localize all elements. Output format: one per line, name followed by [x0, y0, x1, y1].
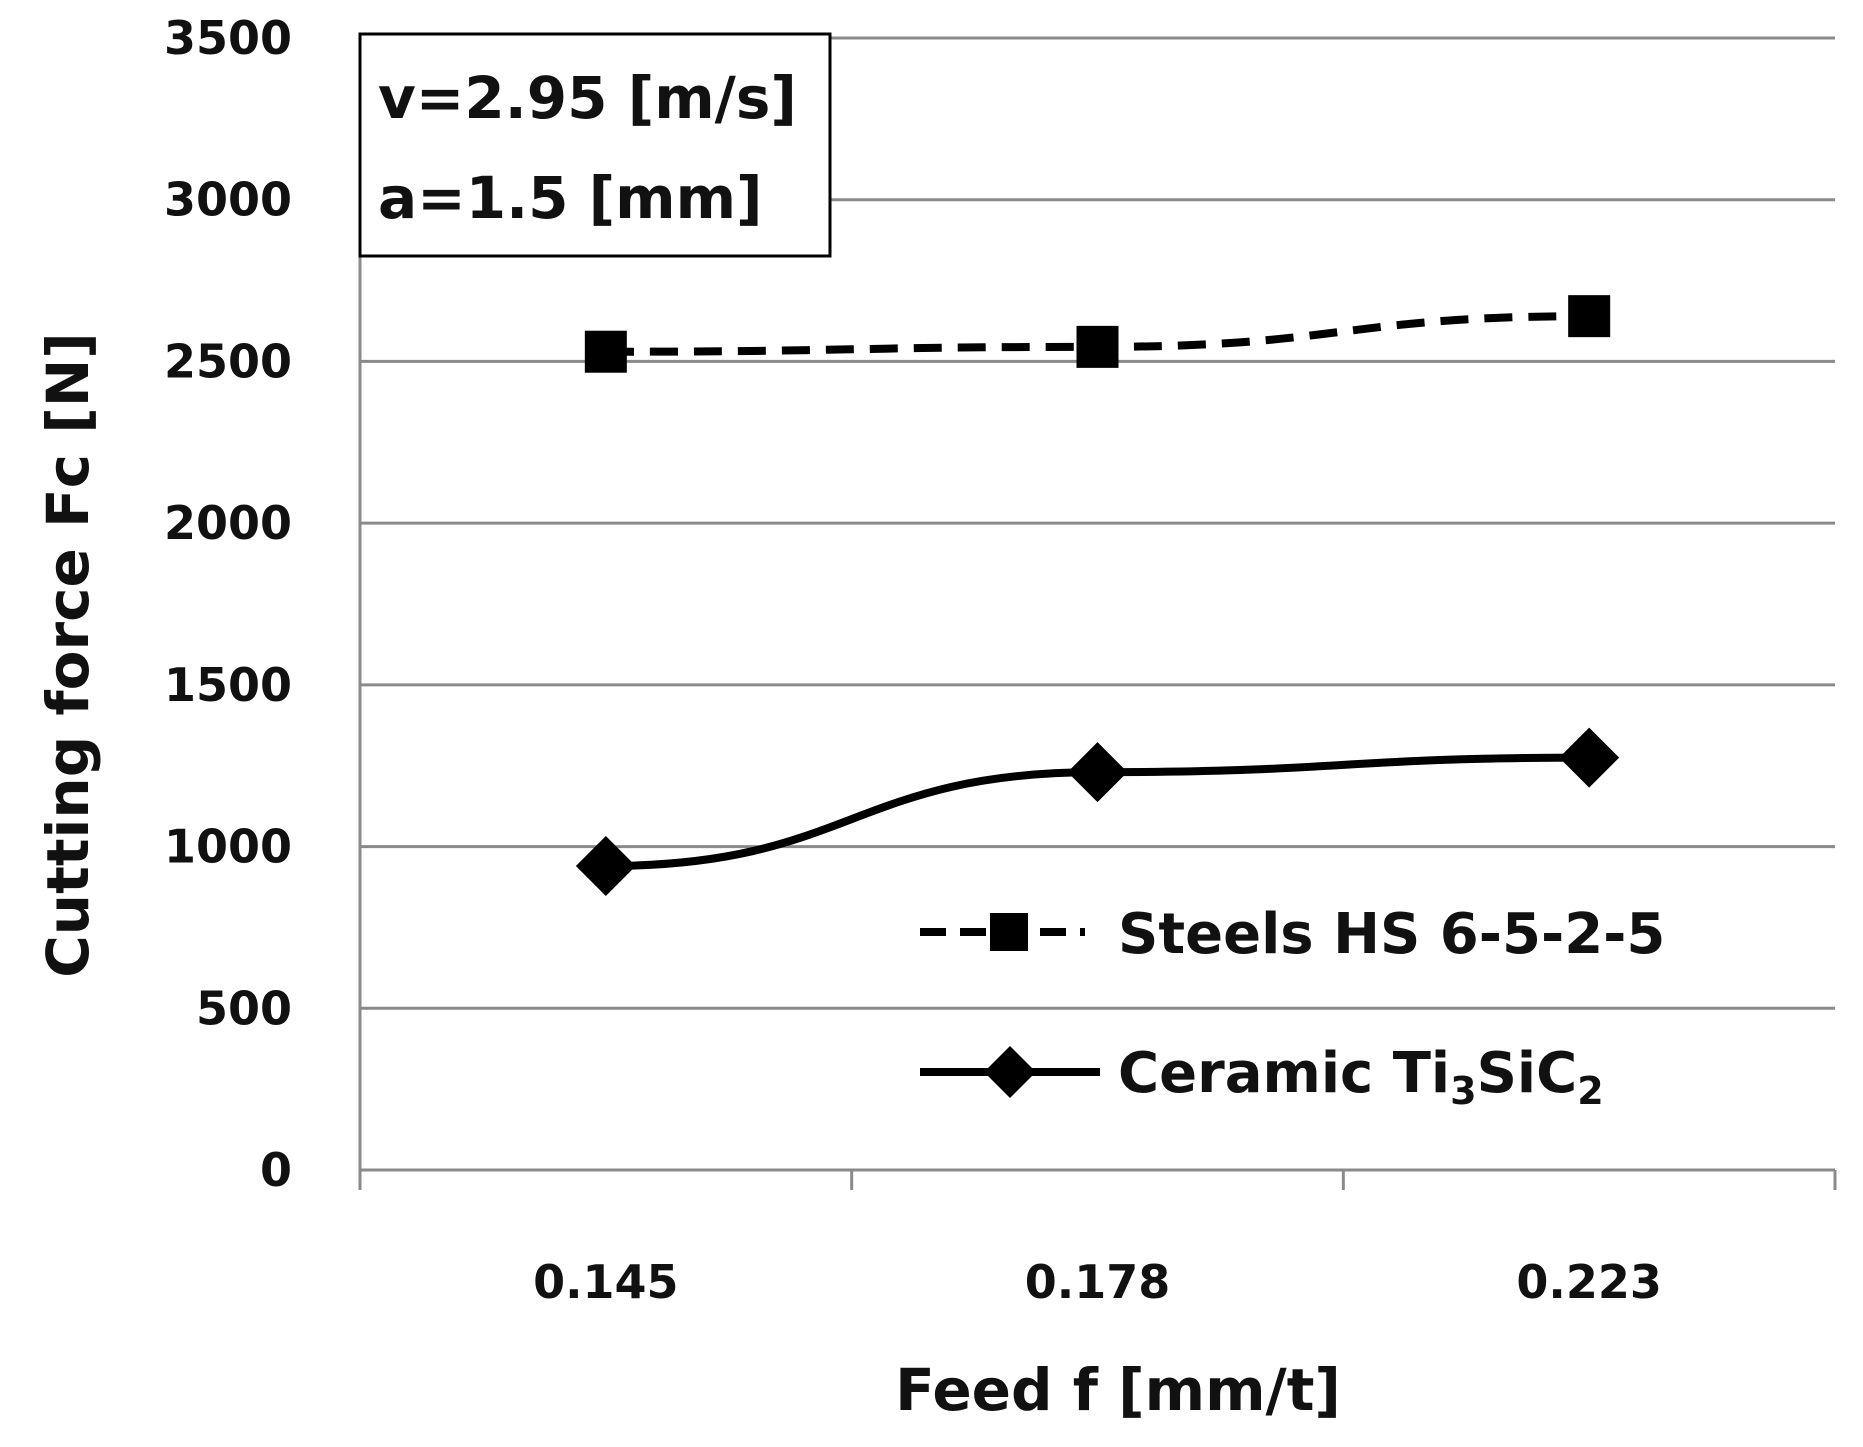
data-point-ceramic-diamond — [1559, 727, 1620, 788]
x-tick-label: 0.178 — [1025, 1255, 1171, 1309]
annotation-box: v=2.95 [m/s] a=1.5 [mm] — [358, 32, 832, 258]
y-tick-label: 2500 — [164, 334, 292, 388]
legend-marker-ceramic-diamond — [984, 1046, 1036, 1098]
x-tick-label: 0.145 — [533, 1255, 679, 1309]
annotation-line-speed: v=2.95 [m/s] — [378, 64, 797, 132]
data-point-ceramic-diamond — [575, 835, 636, 896]
legend-label-ceramic-sub2: 2 — [1577, 1069, 1603, 1113]
axis-layer: 0 500 1000 1500 2000 2500 3000 3500 0.145 0.178 0.… — [164, 11, 1837, 1309]
annotation-frame — [358, 32, 832, 258]
y-tick-label: 2000 — [164, 496, 292, 550]
y-tick-label: 0 — [260, 1143, 292, 1197]
data-point-steels-square — [1568, 295, 1611, 338]
y-axis-title: Cutting force Fc [N] — [34, 332, 102, 978]
legend-label-ceramic-mid: SiC — [1477, 1041, 1578, 1106]
y-tick-label: 1000 — [164, 820, 292, 874]
x-axis-title: Feed f [mm/t] — [895, 1356, 1341, 1424]
data-point-steels-square — [584, 330, 627, 373]
data-point-steels-square — [1076, 325, 1119, 368]
legend: Steels HS 6-5-2-5 Ceramic Ti3SiC2 — [920, 902, 1665, 1113]
y-tick-label: 500 — [196, 981, 292, 1035]
legend-label-ceramic-prefix: Ceramic Ti — [1118, 1041, 1450, 1106]
legend-label-ceramic: Ceramic Ti3SiC2 — [1118, 1041, 1604, 1113]
y-tick-label: 1500 — [164, 658, 292, 712]
y-tick-label: 3500 — [164, 11, 292, 65]
legend-label-steels: Steels HS 6-5-2-5 — [1118, 902, 1665, 967]
series-layer — [575, 295, 1620, 896]
data-point-ceramic-diamond — [1067, 742, 1128, 803]
legend-marker-steels-square — [990, 913, 1028, 951]
x-tick-label: 0.223 — [1516, 1255, 1662, 1309]
y-tick-label: 3000 — [164, 173, 292, 227]
legend-label-ceramic-sub1: 3 — [1450, 1069, 1476, 1113]
annotation-line-depth: a=1.5 [mm] — [378, 164, 763, 232]
